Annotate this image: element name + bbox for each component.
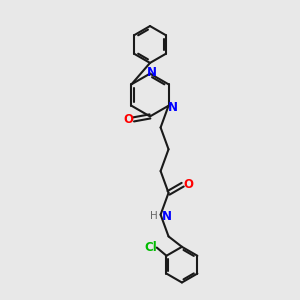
Text: O: O: [183, 178, 193, 191]
Text: Cl: Cl: [144, 241, 157, 254]
Text: N: N: [162, 210, 172, 223]
Text: O: O: [123, 113, 133, 126]
Text: N: N: [146, 66, 157, 79]
Text: N: N: [167, 101, 177, 114]
Text: H: H: [150, 211, 158, 221]
